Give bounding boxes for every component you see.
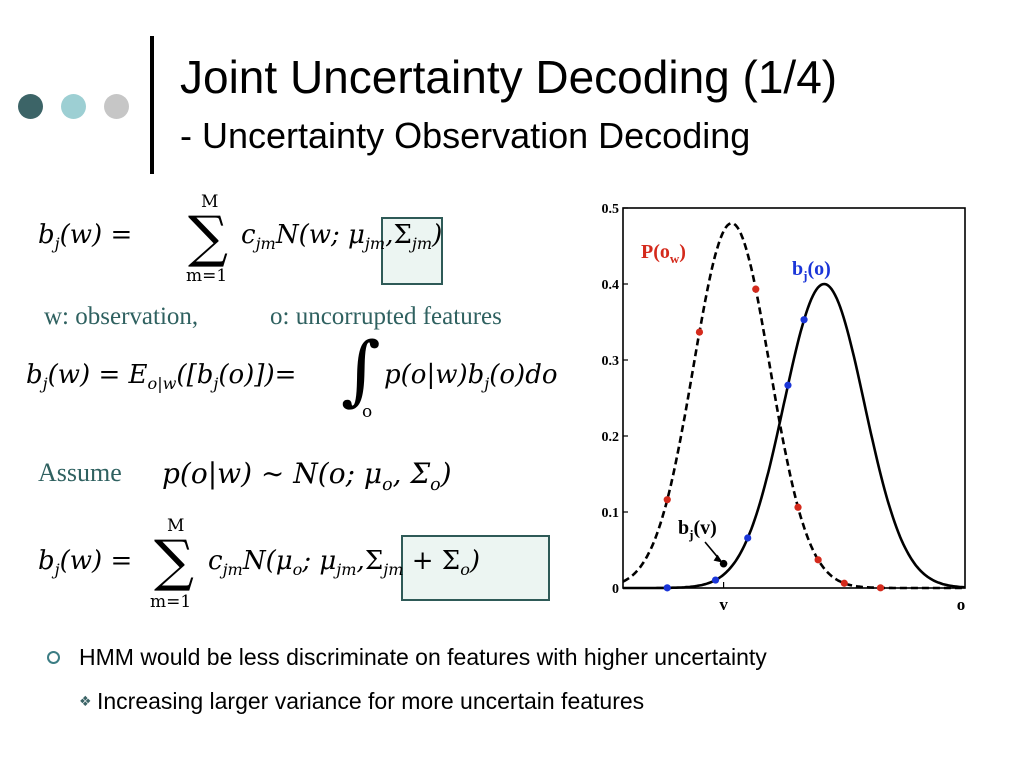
equation-2: bj(w) = Eo|w([bj(o)])= ∫ o p(o|w)bj(o)do: [26, 325, 558, 423]
equation-3: p(o|w) ∼ N(o; μo, Σo): [162, 457, 452, 495]
series-point-1: [784, 381, 792, 389]
y-tick-label: 0: [612, 582, 619, 597]
light-teal-dot: [61, 94, 86, 119]
bullet-ring-icon: [47, 651, 60, 664]
assume-label: Assume: [38, 458, 122, 487]
series-point-0: [840, 579, 848, 587]
gaussian-plot: 0 0.1 0.2 0.3 0.4 0.5 v o P(ow) bj(o) bj(v): [602, 202, 966, 614]
series-point-0: [695, 328, 704, 336]
series-point-1: [744, 534, 752, 542]
annotation-bj-v: bj(v): [678, 517, 717, 542]
series-point-0: [663, 496, 671, 504]
y-tick-label: 0.1: [602, 506, 620, 521]
y-tick-label: 0.3: [602, 354, 620, 369]
series-line-1: [623, 282, 966, 590]
equation-4: bj(w) = M ∑ m=1 cjmN(μo; μjm,Σjm + Σo): [38, 516, 481, 612]
dark-teal-dot: [18, 94, 43, 119]
y-tick-label: 0.2: [602, 430, 620, 445]
plot-frame: [622, 207, 966, 589]
series-point-1: [663, 584, 671, 592]
v-marker-label: v: [719, 595, 728, 614]
legend-bj-o: bj(o): [792, 258, 831, 283]
annotation-point: [719, 559, 728, 568]
title-divider: [150, 36, 154, 174]
sigma-jm-highlight-box: [381, 217, 443, 285]
series-point-1: [711, 576, 720, 584]
gray-dot: [104, 94, 129, 119]
series-point-0: [876, 584, 885, 592]
series-point-0: [752, 285, 760, 293]
legend-p-ow: P(ow): [641, 241, 686, 266]
y-tick-label: 0.4: [602, 278, 620, 293]
series-point-1: [800, 316, 808, 324]
equation-1: bj(w) = M ∑ m=1 cjmN(w; μjm,Σjm): [38, 192, 443, 286]
slide-subtitle: - Uncertainty Observation Decoding: [180, 115, 751, 156]
sigma-sum-highlight-box: [401, 535, 550, 601]
x-axis-label: o: [957, 595, 966, 614]
observation-note: w: observation,: [44, 303, 199, 330]
bullet-level1: HMM would be less discriminate on featur…: [79, 644, 767, 670]
uncorrupted-note: o: uncorrupted features: [270, 303, 502, 330]
title-dots: [18, 94, 138, 120]
diamond-bullet-icon: ❖: [79, 694, 92, 710]
series-line-0: [622, 222, 965, 590]
series-point-0: [794, 503, 802, 511]
bullet-level2: Increasing larger variance for more unce…: [97, 688, 645, 714]
series-point-0: [814, 556, 822, 564]
slide-title: Joint Uncertainty Decoding (1/4): [180, 51, 838, 103]
annotation-arrowhead: [713, 554, 723, 563]
y-tick-label: 0.5: [602, 202, 620, 217]
